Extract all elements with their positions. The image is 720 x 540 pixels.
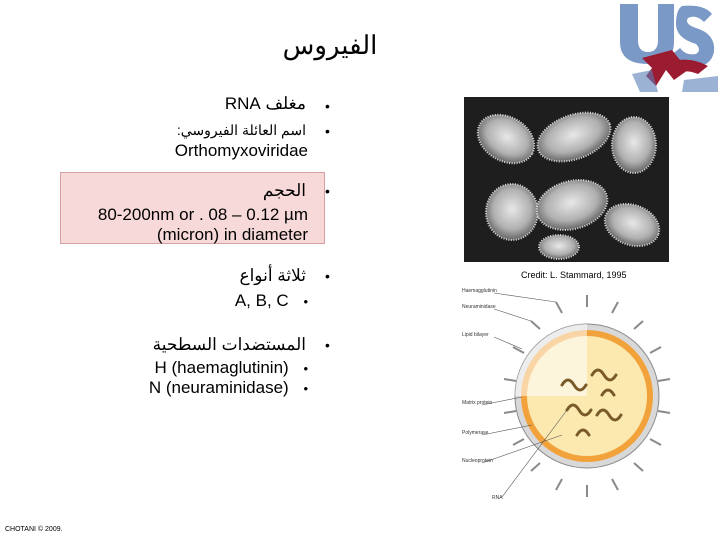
antigen-n-text: N (neuraminidase) xyxy=(148,378,289,397)
bullet-marker: • xyxy=(325,183,330,199)
bullet-marker: • xyxy=(325,98,330,114)
bullet-marker: • xyxy=(325,123,330,139)
size-value-line1: 80-200nm or . 08 – 0.12 µm xyxy=(97,205,308,224)
label-haemagglutinin: Haemagglutinin xyxy=(462,288,497,294)
size-highlight-box xyxy=(60,172,325,244)
slide-title: الفيروس xyxy=(282,30,378,60)
copyright-notice: CHOTANI © 2009. xyxy=(5,526,63,533)
bullet-marker: • xyxy=(325,337,330,353)
types-value-text: A, B, C xyxy=(234,291,289,310)
label-lipid-bilayer: Lipid bilayer xyxy=(462,332,489,338)
sub-bullet-marker: • xyxy=(303,294,308,309)
types-label: ثلاثة أنواع xyxy=(239,266,306,285)
university-logo xyxy=(612,0,720,92)
spikes-icon xyxy=(503,295,671,497)
virus-structure-diagram: Haemagglutinin Neuraminidase Lipid bilay… xyxy=(462,285,677,530)
antigen-h: H (haemaglutinin) • xyxy=(8,358,308,378)
image-credit: Credit: L. Stammard, 1995 xyxy=(521,270,627,280)
virus-micrograph xyxy=(464,97,669,262)
sub-bullet-marker: • xyxy=(303,381,308,396)
antigen-h-text: H (haemaglutinin) xyxy=(154,358,289,377)
sub-bullet-marker: • xyxy=(303,361,308,376)
size-value-line2: (micron) in diameter xyxy=(156,225,308,244)
label-polymerase: Polymerase xyxy=(462,430,489,436)
rna-segments-icon xyxy=(560,368,623,437)
antigens-label: المستضدات السطحية xyxy=(152,335,306,354)
label-neuraminidase: Neuraminidase xyxy=(462,304,496,310)
label-rna: RNA xyxy=(492,495,503,501)
bullet-marker: • xyxy=(325,268,330,284)
family-label: اسم العائلة الفيروسي: xyxy=(176,122,306,138)
label-matrix-protein: Matrix protein xyxy=(462,400,493,406)
family-name: Orthomyxoviridae xyxy=(174,141,308,160)
antigen-n: N (neuraminidase) • xyxy=(8,378,308,398)
types-value: A, B, C • xyxy=(58,291,308,311)
rna-bullet-text: مغلف RNA xyxy=(224,94,306,113)
size-label: الحجم xyxy=(262,181,306,200)
label-nucleoprotein: Nucleoprotein xyxy=(462,458,493,464)
